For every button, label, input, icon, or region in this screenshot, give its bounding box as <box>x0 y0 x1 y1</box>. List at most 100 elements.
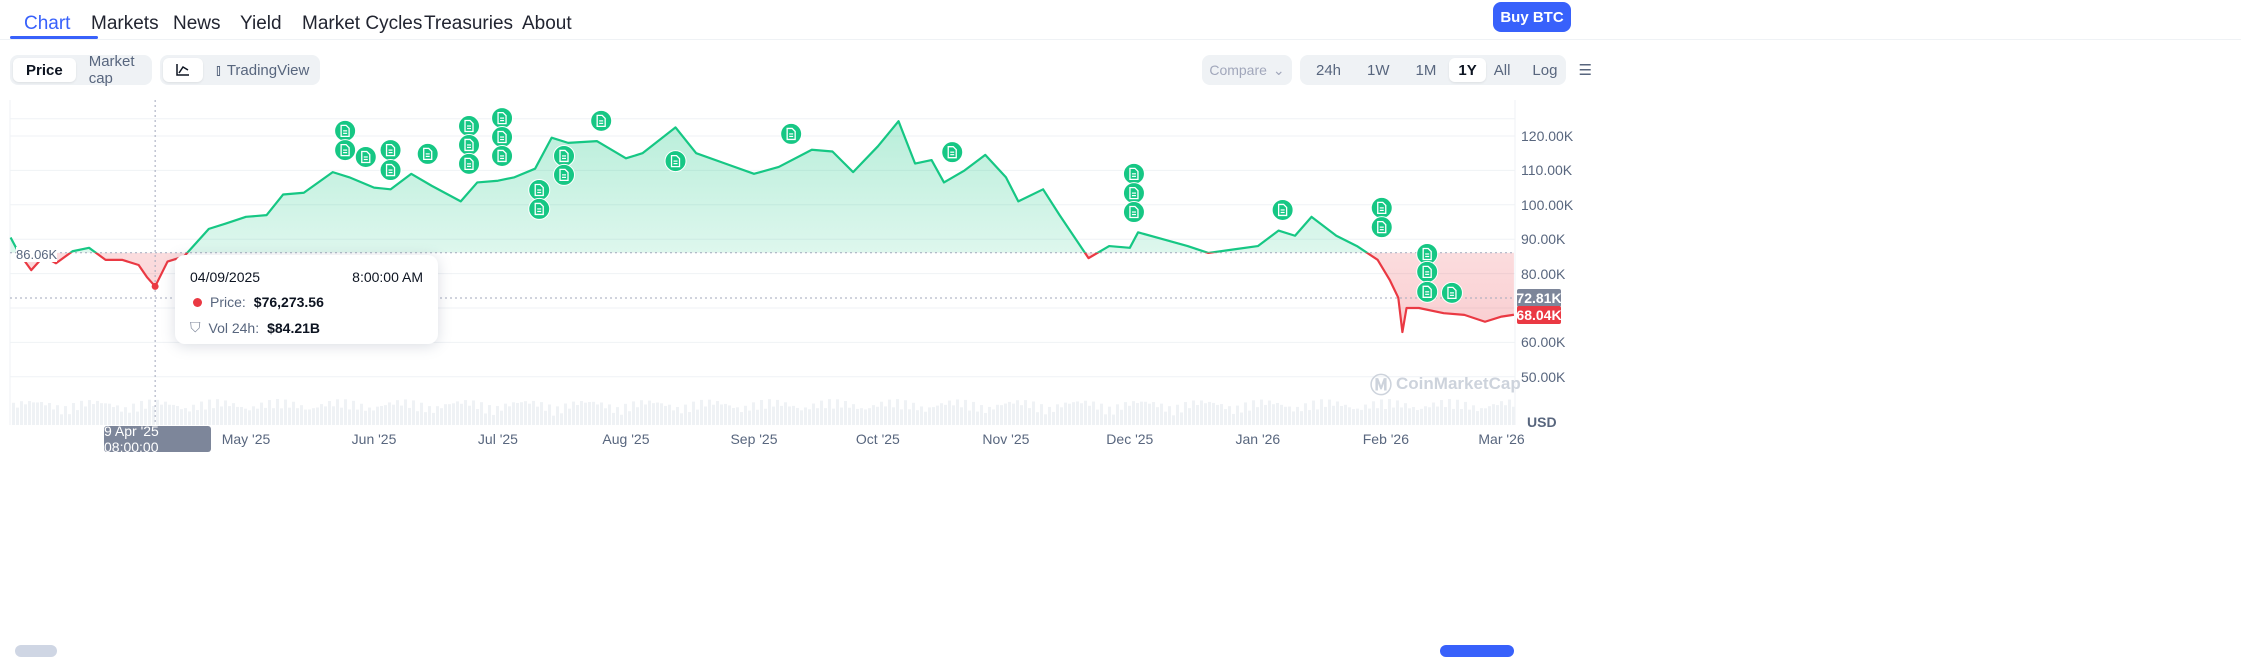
volume-bar <box>1068 403 1071 425</box>
range-slider-handle[interactable] <box>1440 645 1514 657</box>
news-marker-icon[interactable] <box>528 179 551 202</box>
range-1m[interactable]: 1M <box>1415 61 1437 79</box>
tab-news[interactable]: News <box>173 13 221 34</box>
news-marker-icon[interactable] <box>491 107 514 130</box>
scroll-handle[interactable] <box>15 645 57 657</box>
news-marker-icon[interactable] <box>416 142 439 165</box>
news-marker-icon[interactable] <box>334 119 357 142</box>
buy-btc-button[interactable]: Buy BTC <box>1493 2 1571 32</box>
volume-bar <box>1284 406 1287 425</box>
news-marker-icon[interactable] <box>664 150 687 173</box>
volume-bar <box>344 399 347 425</box>
volume-bar <box>560 413 563 425</box>
news-marker-icon[interactable] <box>1370 196 1393 219</box>
news-marker-icon[interactable] <box>458 133 481 156</box>
news-marker-icon[interactable] <box>1122 201 1145 224</box>
y-tick-label: 110.00K <box>1521 162 1573 179</box>
volume-bar <box>780 405 783 425</box>
news-marker-icon[interactable] <box>458 152 481 175</box>
volume-bar <box>156 399 159 425</box>
currency-label: USD <box>1527 414 1557 430</box>
news-marker-icon[interactable] <box>1416 280 1439 303</box>
volume-bar <box>1464 401 1467 425</box>
volume-bar <box>676 407 679 425</box>
news-marker-icon[interactable] <box>1122 162 1145 185</box>
volume-bar <box>192 404 195 425</box>
volume-bar <box>1056 404 1059 425</box>
volume-bar <box>208 399 211 425</box>
volume-bar <box>308 409 311 425</box>
news-marker-icon[interactable] <box>379 159 402 182</box>
volume-bar <box>88 400 91 425</box>
news-marker-icon[interactable] <box>1122 182 1145 205</box>
sliders-icon[interactable]: ☰ <box>1578 62 1592 79</box>
tab-market-cycles[interactable]: Market Cycles <box>302 13 423 34</box>
volume-bar <box>48 403 51 425</box>
tradingview-button[interactable]: ⫾ TradingView <box>203 58 322 82</box>
tab-chart[interactable]: Chart <box>24 13 71 34</box>
news-marker-icon[interactable] <box>1271 198 1294 221</box>
news-marker-icon[interactable] <box>1416 242 1439 265</box>
volume-bar <box>672 410 675 425</box>
range-24h[interactable]: 24h <box>1316 61 1342 79</box>
volume-bar <box>964 399 967 425</box>
range-1y[interactable]: 1Y <box>1449 58 1486 82</box>
news-marker-icon[interactable] <box>491 126 514 149</box>
volume-bar <box>972 401 975 425</box>
volume-bar <box>1504 405 1507 425</box>
tab-markets[interactable]: Markets <box>91 13 159 34</box>
volume-bar <box>1208 401 1211 425</box>
current-price-tag: 68.04K <box>1516 306 1562 324</box>
volume-bar <box>476 409 479 425</box>
news-marker-icon[interactable] <box>553 163 576 186</box>
y-tick-label: 80.00K <box>1521 265 1566 282</box>
volume-bar <box>1060 407 1063 425</box>
news-marker-icon[interactable] <box>491 144 514 167</box>
news-marker-icon[interactable] <box>354 145 377 168</box>
volume-bar <box>1216 404 1219 425</box>
volume-bar <box>1192 400 1195 425</box>
news-marker-icon[interactable] <box>553 144 576 167</box>
range-all[interactable]: All <box>1493 61 1511 79</box>
news-marker-icon[interactable] <box>458 115 481 138</box>
news-marker-icon[interactable] <box>1370 216 1393 239</box>
volume-bar <box>764 408 767 425</box>
volume-bar <box>1440 400 1443 425</box>
volume-bar <box>1048 406 1051 425</box>
volume-bar <box>1320 399 1323 425</box>
volume-bar <box>1476 411 1479 425</box>
news-marker-icon[interactable] <box>1440 281 1463 304</box>
volume-bar <box>604 408 607 425</box>
volume-bar <box>1184 402 1187 425</box>
volume-bar <box>388 402 391 425</box>
news-marker-icon[interactable] <box>1416 260 1439 283</box>
volume-bar <box>1388 399 1391 425</box>
volume-bar <box>704 406 707 425</box>
news-marker-icon[interactable] <box>528 197 551 220</box>
price-label: Price: <box>210 294 246 310</box>
news-marker-icon[interactable] <box>590 109 613 132</box>
volume-bar <box>832 408 835 425</box>
tab-yield[interactable]: Yield <box>240 13 282 34</box>
y-tick-label: 120.00K <box>1521 128 1574 144</box>
volume-bar <box>984 412 987 425</box>
volume-bar <box>1484 408 1487 425</box>
news-marker-icon[interactable] <box>334 139 357 162</box>
volume-bar <box>636 407 639 425</box>
price-button[interactable]: Price <box>13 58 76 82</box>
volume-bar <box>584 402 587 425</box>
volume-bar <box>336 399 339 425</box>
log-toggle[interactable]: Log <box>1532 61 1558 79</box>
compare-dropdown[interactable]: Compare ⌄ <box>1202 55 1292 85</box>
volume-bar <box>808 409 811 425</box>
news-marker-icon[interactable] <box>941 141 964 164</box>
tab-treasuries[interactable]: Treasuries <box>424 13 514 34</box>
news-marker-icon[interactable] <box>379 139 402 162</box>
news-marker-icon[interactable] <box>780 122 803 145</box>
line-chart-icon[interactable] <box>163 58 203 82</box>
tab-about[interactable]: About <box>522 13 572 34</box>
range-1w[interactable]: 1W <box>1367 61 1390 79</box>
volume-bar <box>844 401 847 425</box>
volume-bar <box>1256 407 1259 425</box>
